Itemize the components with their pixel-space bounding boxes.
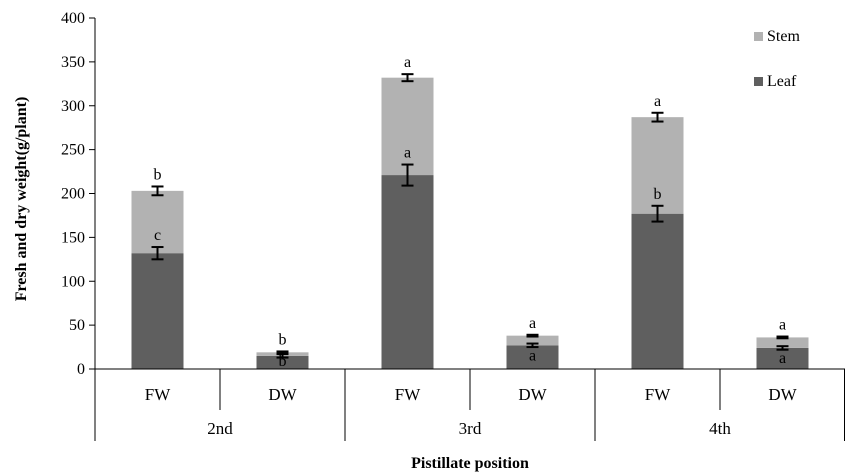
y-tick-label: 350: [61, 54, 85, 71]
y-tick-label: 0: [77, 361, 85, 378]
stem-significance-label: a: [779, 317, 786, 334]
x-category-label: DW: [768, 385, 797, 404]
y-tick-label: 50: [69, 317, 85, 334]
leaf-significance-label: b: [279, 353, 287, 370]
error-bar-stem: [776, 335, 789, 340]
x-category-label: FW: [145, 385, 171, 404]
error-bar-stem: [651, 111, 664, 123]
y-tick-label: 400: [61, 10, 85, 27]
legend-label-leaf: Leaf: [767, 73, 797, 90]
x-category-label: DW: [268, 385, 297, 404]
y-tick-label: 250: [61, 142, 85, 159]
error-bar-stem: [401, 73, 414, 83]
bar-stem: [131, 190, 184, 254]
y-tick-label: 150: [61, 229, 85, 246]
x-category-label: FW: [645, 385, 671, 404]
stem-significance-label: a: [529, 315, 536, 332]
stem-significance-label: b: [279, 331, 287, 348]
legend: Stem Leaf: [754, 28, 800, 90]
leaf-significance-label: a: [404, 145, 411, 162]
leaf-significance-label: a: [779, 350, 786, 367]
leaf-significance-label: b: [654, 186, 662, 203]
bar-leaf: [506, 345, 559, 369]
bar-leaf: [256, 355, 309, 369]
error-bar-leaf: [151, 246, 164, 261]
y-tick-label: 100: [61, 273, 85, 290]
y-axis: 0 50 100 150 200 250 300 350 400: [61, 10, 96, 378]
error-bar-leaf: [526, 342, 539, 349]
bar-leaf: [381, 175, 434, 369]
bar-leaf: [631, 213, 684, 369]
x-group-label: 3rd: [459, 419, 482, 438]
error-bar-leaf: [651, 204, 664, 223]
leaf-significance-label: a: [529, 347, 536, 364]
error-bar-stem: [526, 333, 539, 338]
y-tick-label: 200: [61, 186, 85, 203]
bar-leaf: [756, 347, 809, 369]
x-group-label: 2nd: [207, 419, 233, 438]
bar-stem: [506, 335, 559, 346]
x-axis: FW DW FW DW FW DW 2nd 3rd 4th: [94, 368, 845, 441]
x-group-label: 4th: [709, 419, 731, 438]
bar-stem: [756, 337, 809, 348]
error-bar-stem: [276, 350, 289, 355]
error-bar-stem: [151, 185, 164, 197]
error-bar-leaf: [776, 345, 789, 351]
stem-significance-label: a: [404, 54, 411, 71]
legend-label-stem: Stem: [767, 28, 800, 45]
x-category-label: FW: [395, 385, 421, 404]
stem-significance-label: b: [154, 166, 162, 183]
y-axis-title: Fresh and dry weight(g/plant): [13, 97, 30, 302]
stem-significance-label: a: [654, 93, 661, 110]
bar-stem: [631, 117, 684, 214]
legend-swatch-leaf: [754, 77, 763, 86]
bar-leaf: [131, 253, 184, 369]
error-bar-leaf: [401, 163, 414, 187]
leaf-significance-label: c: [154, 227, 161, 244]
x-category-label: DW: [518, 385, 547, 404]
bar-stem: [381, 77, 434, 176]
y-tick-label: 300: [61, 98, 85, 115]
legend-swatch-stem: [754, 32, 763, 41]
x-axis-title: Pistillate position: [411, 455, 529, 472]
